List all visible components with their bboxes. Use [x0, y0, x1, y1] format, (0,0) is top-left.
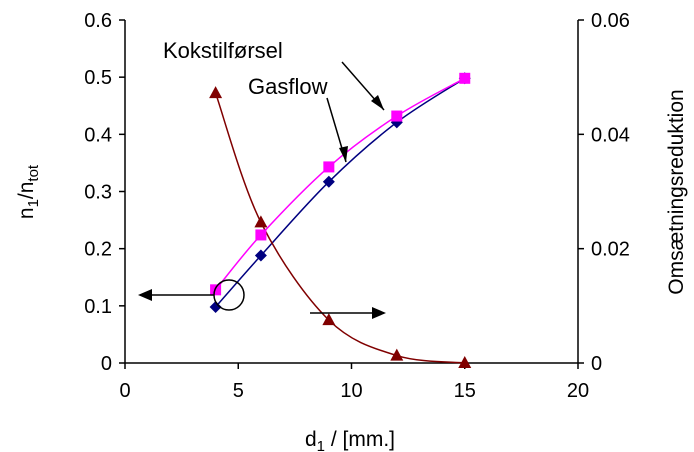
y2-tick-label: 0 — [591, 353, 602, 375]
data-point-diamond — [209, 300, 222, 313]
series-line-2 — [214, 92, 465, 364]
x-tick-label: 10 — [340, 380, 362, 402]
y2-tick-label: 0.04 — [591, 124, 630, 146]
y-tick-label: 0.1 — [84, 296, 112, 318]
x-tick-label: 15 — [454, 380, 476, 402]
data-point-square — [391, 110, 403, 122]
series-label-kokstilforsel: Kokstilførsel — [163, 38, 283, 63]
y-tick-label: 0.5 — [84, 67, 112, 89]
data-point-triangle — [209, 86, 223, 99]
data-point-square — [323, 161, 335, 173]
data-point-triangle — [390, 348, 404, 361]
x-axis-label: d1 / [mm.] — [305, 428, 395, 452]
series-line-1 — [215, 77, 466, 291]
labels: Kokstilførsel Gasflow d1 / [mm.] n1/ntot… — [15, 38, 688, 452]
data-point-square — [255, 229, 267, 241]
y2-tick-label: 0.02 — [591, 239, 630, 261]
series-line-0 — [215, 77, 466, 308]
annotations — [138, 61, 386, 319]
data-point-diamond — [322, 175, 335, 188]
x-tick-label: 20 — [567, 380, 589, 402]
y2-axis-label: Omsætningsreduktion — [665, 89, 688, 294]
y-tick-label: 0 — [101, 353, 112, 375]
x-tick-label: 0 — [119, 380, 130, 402]
y-tick-label: 0.2 — [84, 239, 112, 261]
y-axis-label: n1/ntot — [15, 164, 42, 219]
data-point-triangle — [322, 313, 336, 326]
y-tick-label: 0.3 — [84, 182, 112, 204]
series-label-gasflow: Gasflow — [248, 74, 328, 99]
data-point-diamond — [254, 249, 267, 262]
data-point-triangle — [458, 356, 472, 368]
markers — [209, 72, 472, 368]
gasflow-pointer-arrowhead — [339, 146, 348, 162]
data-point-square — [459, 72, 471, 84]
x-tick-label: 5 — [233, 380, 244, 402]
kokstilforsel-pointer-arrowhead — [371, 95, 384, 110]
left-axis-arrowhead — [138, 289, 152, 301]
y-tick-label: 0.4 — [84, 124, 112, 146]
right-axis-arrowhead — [372, 307, 386, 319]
data-point-triangle — [254, 215, 268, 228]
curves — [214, 77, 466, 364]
y2-tick-label: 0.06 — [591, 10, 630, 32]
y-tick-label: 0.6 — [84, 10, 112, 32]
